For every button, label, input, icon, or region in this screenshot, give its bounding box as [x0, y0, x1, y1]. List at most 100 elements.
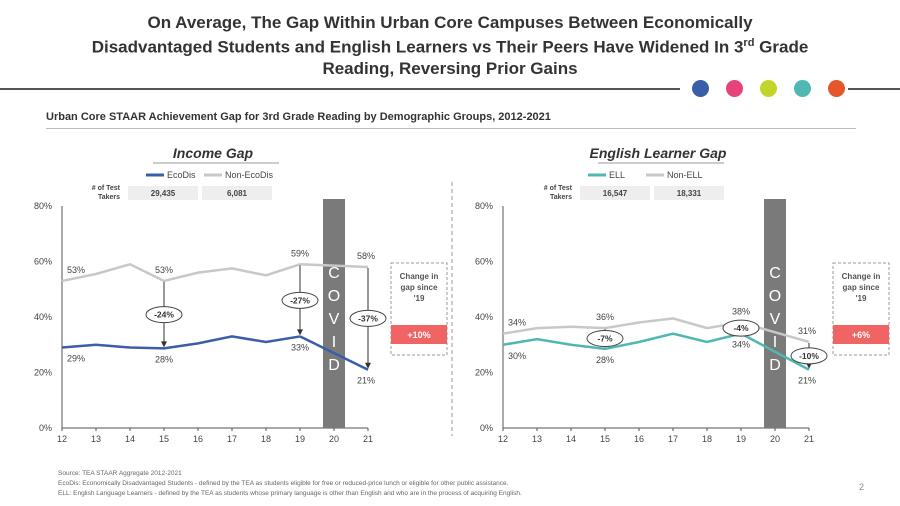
- x-tick-label: 21: [363, 434, 373, 444]
- x-tick-label: 20: [770, 434, 780, 444]
- series-line-ell: [503, 334, 809, 370]
- legend-label: EcoDis: [167, 170, 196, 180]
- test-takers-box: [580, 186, 650, 200]
- gap-bubble: [722, 319, 760, 337]
- x-tick-label: 16: [634, 434, 644, 444]
- gap-label: -10%: [799, 351, 819, 361]
- x-tick-label: 12: [498, 434, 508, 444]
- test-takers-box: [654, 186, 724, 200]
- panel-title: English Learner Gap: [590, 145, 727, 161]
- data-label: 59%: [291, 248, 309, 258]
- x-tick-label: 19: [295, 434, 305, 444]
- data-label: 30%: [508, 351, 526, 361]
- covid-letter: I: [773, 334, 777, 351]
- data-label: 58%: [357, 251, 375, 261]
- title-line-1: On Average, The Gap Within Urban Core Ca…: [147, 13, 753, 32]
- title-line-2: Disadvantaged Students and English Learn…: [91, 37, 809, 57]
- series-gap-line: [299, 335, 369, 371]
- data-label: 53%: [67, 265, 85, 275]
- chart-subtitle: Urban Core STAAR Achievement Gap for 3rd…: [46, 111, 551, 123]
- y-tick-label: 80%: [475, 201, 493, 211]
- x-tick-label: 18: [702, 434, 712, 444]
- test-takers-label: Takers: [98, 194, 120, 201]
- x-tick-label: 12: [57, 434, 67, 444]
- gap-label: -24%: [154, 310, 174, 320]
- y-tick-label: 40%: [475, 312, 493, 322]
- y-tick-label: 60%: [34, 257, 52, 267]
- y-tick-label: 20%: [475, 368, 493, 378]
- gap-bubble: [145, 306, 183, 324]
- series-line-non-ecodis: [62, 264, 368, 281]
- test-takers-box: [128, 186, 198, 200]
- panel-title: Income Gap: [173, 145, 254, 161]
- test-takers-label: Takers: [550, 194, 572, 201]
- header-rule-right: [848, 88, 900, 90]
- series-gap-line: [740, 332, 810, 371]
- subtitle-rule: [46, 128, 856, 129]
- series-gap-line: [299, 263, 369, 269]
- covid-letter: C: [328, 265, 340, 282]
- decorative-dot: [760, 80, 777, 97]
- footnote-source: Source: TEA STAAR Aggregate 2012-2021: [58, 470, 182, 477]
- data-label: 28%: [155, 354, 173, 364]
- data-label: 34%: [732, 340, 750, 350]
- gap-bubble: [349, 309, 387, 327]
- covid-letter: V: [329, 311, 340, 328]
- data-label: 29%: [67, 354, 85, 364]
- x-tick-label: 18: [261, 434, 271, 444]
- y-tick-label: 20%: [34, 368, 52, 378]
- data-label: 31%: [798, 326, 816, 336]
- change-label: '19: [414, 294, 425, 303]
- test-takers-value: 29,435: [151, 189, 176, 198]
- covid-letter: I: [332, 334, 336, 351]
- legend-label: ELL: [609, 170, 625, 180]
- change-label: gap since: [401, 283, 438, 292]
- gap-bubble: [586, 330, 624, 348]
- x-tick-label: 14: [566, 434, 576, 444]
- gap-label: -27%: [290, 295, 310, 305]
- data-label: 33%: [291, 342, 309, 352]
- footnote-ecodis: EcoDis: Economically Disadvantaged Stude…: [58, 480, 509, 487]
- x-tick-label: 14: [125, 434, 135, 444]
- x-tick-label: 20: [329, 434, 339, 444]
- y-tick-label: 0%: [480, 423, 493, 433]
- y-tick-label: 40%: [34, 312, 52, 322]
- change-label: Change in: [842, 272, 881, 281]
- gap-arrow-head: [365, 362, 371, 369]
- page-number: 2: [858, 482, 864, 492]
- test-takers-label: # of Test: [544, 185, 573, 192]
- data-label: 34%: [508, 318, 526, 328]
- x-tick-label: 21: [804, 434, 814, 444]
- change-value-badge: [391, 325, 447, 344]
- footnote-ell: ELL: English Language Learners - defined…: [58, 490, 522, 497]
- data-label: 53%: [155, 265, 173, 275]
- gap-label: -4%: [733, 323, 749, 333]
- data-label: 21%: [357, 376, 375, 386]
- test-takers-value: 18,331: [677, 189, 702, 198]
- decorative-dot: [794, 80, 811, 97]
- data-label: 36%: [596, 312, 614, 322]
- decorative-dot: [692, 80, 709, 97]
- test-takers-value: 6,081: [227, 189, 248, 198]
- x-tick-label: 17: [227, 434, 237, 444]
- decorative-dot: [828, 80, 845, 97]
- page-title: On Average, The Gap Within Urban Core Ca…: [40, 12, 860, 79]
- x-tick-label: 13: [91, 434, 101, 444]
- gap-label: -37%: [358, 313, 378, 323]
- covid-letter: C: [769, 265, 781, 282]
- change-label: gap since: [843, 283, 880, 292]
- covid-bar: [764, 199, 786, 428]
- change-value: +6%: [852, 330, 870, 340]
- header-rule-left: [0, 88, 680, 90]
- data-label: 38%: [732, 307, 750, 317]
- test-takers-label: # of Test: [92, 185, 121, 192]
- covid-letter: D: [328, 357, 340, 374]
- x-tick-label: 15: [159, 434, 169, 444]
- x-tick-label: 13: [532, 434, 542, 444]
- test-takers-box: [202, 186, 272, 200]
- covid-letter: O: [769, 288, 781, 305]
- x-tick-label: 15: [600, 434, 610, 444]
- decorative-dot: [726, 80, 743, 97]
- covid-letter: D: [769, 357, 781, 374]
- change-label: '19: [856, 294, 867, 303]
